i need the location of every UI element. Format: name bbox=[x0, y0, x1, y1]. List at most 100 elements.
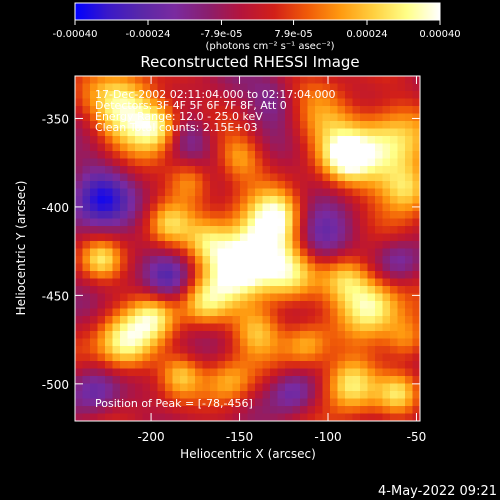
heatmap-cell bbox=[285, 293, 294, 302]
heatmap-cell bbox=[202, 196, 211, 205]
heatmap-cell bbox=[165, 316, 174, 325]
heatmap-cell bbox=[405, 203, 414, 212]
heatmap-cell bbox=[307, 308, 316, 317]
heatmap-cell bbox=[97, 353, 106, 362]
heatmap-cell bbox=[202, 308, 211, 317]
heatmap-cell bbox=[300, 391, 309, 400]
heatmap-cell bbox=[180, 83, 189, 92]
heatmap-cell bbox=[112, 248, 121, 257]
heatmap-cell bbox=[405, 218, 414, 227]
heatmap-cell bbox=[180, 143, 189, 152]
heatmap-cell bbox=[165, 278, 174, 287]
heatmap-cell bbox=[217, 271, 226, 280]
heatmap-cell bbox=[180, 166, 189, 175]
heatmap-cell bbox=[202, 91, 211, 100]
heatmap-cell bbox=[232, 218, 241, 227]
heatmap-cell bbox=[285, 383, 294, 392]
heatmap-cell bbox=[120, 188, 129, 197]
heatmap-cell bbox=[307, 83, 316, 92]
heatmap-cell bbox=[150, 406, 159, 415]
heatmap-cell bbox=[165, 98, 174, 107]
heatmap-cell bbox=[232, 121, 241, 130]
heatmap-cell bbox=[90, 256, 99, 265]
heatmap-cell bbox=[285, 353, 294, 362]
heatmap-cell bbox=[135, 406, 144, 415]
heatmap-cell bbox=[397, 143, 406, 152]
heatmap-cell bbox=[75, 406, 84, 415]
heatmap-cell bbox=[195, 368, 204, 377]
heatmap-cell bbox=[127, 158, 136, 167]
heatmap-cell bbox=[135, 316, 144, 325]
heatmap-cell bbox=[322, 278, 331, 287]
heatmap-cell bbox=[262, 76, 271, 85]
heatmap-cell bbox=[277, 248, 286, 257]
heatmap-cell bbox=[382, 353, 391, 362]
heatmap-cell bbox=[240, 361, 249, 370]
heatmap-cell bbox=[127, 233, 136, 242]
heatmap-cell bbox=[375, 353, 384, 362]
heatmap-cell bbox=[270, 413, 279, 421]
heatmap-cell bbox=[120, 203, 129, 212]
heatmap-cell bbox=[172, 368, 181, 377]
heatmap-cell bbox=[360, 136, 369, 145]
heatmap-cell bbox=[202, 151, 211, 160]
heatmap-cell bbox=[187, 331, 196, 340]
heatmap-cell bbox=[232, 271, 241, 280]
heatmap-cell bbox=[337, 331, 346, 340]
x-tick-label: -150 bbox=[226, 430, 253, 444]
heatmap-cell bbox=[352, 256, 361, 265]
heatmap-cell bbox=[225, 76, 234, 85]
heatmap-cell bbox=[337, 188, 346, 197]
heatmap-cell bbox=[150, 128, 159, 137]
heatmap-cell bbox=[255, 121, 264, 130]
heatmap-cell bbox=[292, 293, 301, 302]
heatmap-cell bbox=[277, 158, 286, 167]
heatmap-cell bbox=[315, 278, 324, 287]
heatmap-cell bbox=[330, 248, 339, 257]
heatmap-cell bbox=[337, 91, 346, 100]
heatmap-cell bbox=[315, 196, 324, 205]
heatmap-cell bbox=[307, 241, 316, 250]
heatmap-cell bbox=[75, 391, 84, 400]
heatmap-cell bbox=[382, 181, 391, 190]
heatmap-cell bbox=[405, 331, 414, 340]
heatmap-cell bbox=[285, 143, 294, 152]
heatmap-cell bbox=[367, 203, 376, 212]
heatmap-cell bbox=[315, 316, 324, 325]
heatmap-cell bbox=[120, 76, 129, 85]
heatmap-cell bbox=[210, 76, 219, 85]
heatmap-cell bbox=[112, 188, 121, 197]
heatmap-cell bbox=[142, 413, 151, 421]
heatmap-cell bbox=[247, 218, 256, 227]
heatmap-cell bbox=[337, 406, 346, 415]
heatmap-cell bbox=[375, 278, 384, 287]
heatmap-cell bbox=[277, 226, 286, 235]
heatmap-cell bbox=[142, 398, 151, 407]
heatmap-cell bbox=[307, 331, 316, 340]
heatmap-cell bbox=[255, 188, 264, 197]
heatmap-cell bbox=[315, 151, 324, 160]
heatmap-cell bbox=[382, 83, 391, 92]
heatmap-cell bbox=[187, 113, 196, 122]
heatmap-cell bbox=[210, 376, 219, 385]
heatmap-cell bbox=[300, 188, 309, 197]
heatmap-cell bbox=[187, 218, 196, 227]
heatmap-cell bbox=[82, 83, 91, 92]
heatmap-cell bbox=[247, 83, 256, 92]
heatmap-cell bbox=[330, 241, 339, 250]
heatmap-cell bbox=[330, 256, 339, 265]
heatmap-cell bbox=[322, 158, 331, 167]
heatmap-cell bbox=[120, 83, 129, 92]
heatmap-cell bbox=[352, 331, 361, 340]
heatmap-cell bbox=[142, 136, 151, 145]
heatmap-cell bbox=[75, 293, 84, 302]
heatmap-cell bbox=[165, 113, 174, 122]
heatmap-cell bbox=[127, 248, 136, 257]
heatmap-cell bbox=[337, 203, 346, 212]
heatmap-cell bbox=[277, 188, 286, 197]
heatmap-cell bbox=[262, 248, 271, 257]
heatmap-cell bbox=[352, 383, 361, 392]
heatmap-cell bbox=[172, 301, 181, 310]
heatmap-cell bbox=[360, 181, 369, 190]
heatmap-cell bbox=[105, 218, 114, 227]
